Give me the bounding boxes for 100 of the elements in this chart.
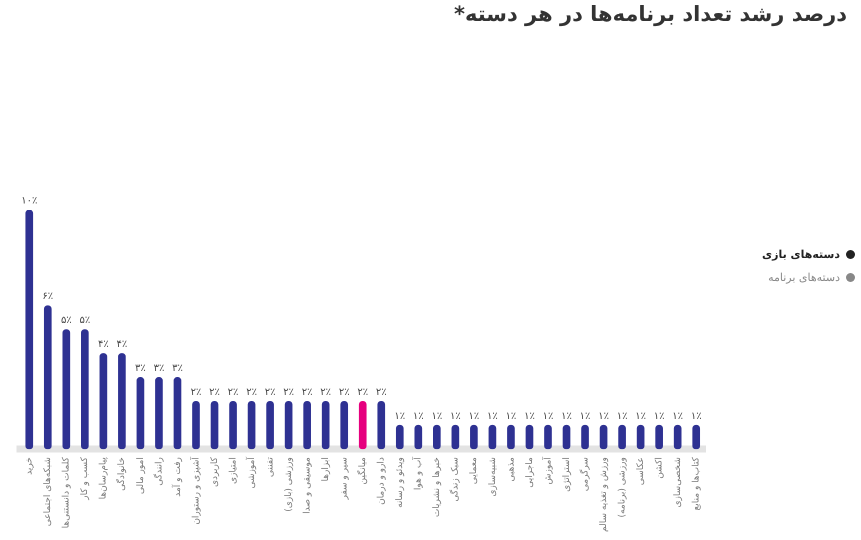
data-label: ۳٪ — [135, 362, 146, 374]
x-tick-label: آشپزی و رستوران — [189, 456, 202, 525]
bar — [674, 424, 682, 450]
x-tick-label: دارو و درمان — [376, 457, 387, 505]
text: دسته‌های برنامه — [768, 271, 840, 284]
data-label: ۴٪ — [116, 339, 128, 350]
x-tick-label: شبکه‌های اجتماعی — [43, 457, 54, 526]
x-tick-label: کسب و کار — [80, 456, 90, 501]
data-label: ۲٪ — [264, 386, 276, 398]
x-tick-label: شخصی‌سازی — [673, 457, 684, 508]
x-tick-label: موسیقی و صدا — [302, 456, 312, 514]
bar — [192, 400, 200, 450]
x-tick-label: میانگین — [356, 456, 368, 484]
data-label: ۱٪ — [561, 410, 572, 422]
data-label: ۵٪ — [60, 315, 72, 326]
data-label: ۱٪ — [690, 410, 702, 422]
data-label: ۲٪ — [246, 386, 257, 398]
bar — [470, 424, 478, 450]
data-label: ۲٪ — [338, 386, 350, 398]
data-label: ۲٪ — [320, 386, 332, 398]
x-tick-label: عکاسی — [636, 457, 646, 486]
bar — [322, 400, 330, 450]
x-tick-label: خرید — [24, 457, 35, 475]
bar — [303, 400, 311, 450]
data-label: ۱٪ — [598, 410, 609, 422]
bar — [544, 424, 552, 450]
bar — [284, 400, 292, 450]
data-label: ۵٪ — [79, 315, 90, 326]
bar — [81, 329, 89, 450]
bar — [248, 400, 256, 450]
bar — [636, 424, 644, 450]
bar — [655, 424, 663, 450]
x-tick-label: سیر و سفر — [340, 457, 350, 500]
bar — [396, 424, 404, 450]
bar — [100, 353, 108, 450]
data-label: ۱٪ — [654, 410, 665, 422]
x-tick-label: ابزارها — [321, 457, 332, 482]
data-label: ۱٪ — [616, 410, 628, 422]
data-label: ۱٪ — [524, 410, 535, 422]
chart-title: درصد رشد تعداد برنامه‌ها در هر دسته* — [454, 2, 847, 26]
bar — [229, 400, 237, 450]
x-tick-label: آموزش — [541, 456, 554, 484]
bar — [600, 424, 608, 450]
bar — [507, 424, 515, 450]
bar — [340, 400, 348, 450]
data-label: ۳٪ — [172, 362, 183, 374]
x-tick-label: ورزش و تغذیه سالم — [598, 457, 609, 532]
data-label: ۳٪ — [154, 362, 164, 374]
bar — [692, 424, 700, 450]
x-tick-label: رفت و آمد — [170, 457, 183, 497]
data-label: ۱٪ — [487, 410, 498, 422]
bar — [581, 424, 589, 450]
x-tick-label: معمایی — [469, 456, 480, 484]
data-label: ۱٪ — [672, 410, 684, 422]
bar — [44, 305, 52, 450]
data-label: ۱٪ — [468, 410, 480, 422]
x-tick-label: سبک زندگی — [448, 457, 461, 502]
x-tick-label: شبیه‌سازی — [488, 457, 498, 497]
x-tick-label: استراتژی — [562, 457, 572, 492]
bar — [488, 424, 496, 450]
bar — [562, 424, 570, 450]
x-tick-label: پیام‌رسان‌ها — [98, 456, 109, 500]
x-tick-label: کلمات و دانستنی‌ها — [62, 456, 72, 528]
x-tick-label: مذهبی — [506, 456, 516, 482]
x-tick-label: آب و هوا — [412, 456, 424, 490]
x-tick-label: کاربردی — [210, 456, 220, 488]
data-label: ۲٪ — [376, 386, 387, 398]
bar — [414, 424, 422, 450]
data-label: ۱٪ — [450, 410, 461, 422]
bar — [62, 329, 70, 450]
data-label: ۲٪ — [209, 386, 220, 398]
data-label: ۲٪ — [357, 386, 368, 398]
x-tick-label: اکشن — [654, 457, 664, 479]
bar — [377, 400, 386, 450]
data-label: ۲٪ — [190, 386, 202, 398]
data-label: ۲٪ — [228, 386, 238, 398]
x-tick-label: ورزشی (بازی) — [284, 457, 294, 512]
bar — [433, 424, 441, 450]
data-label: ۱٪ — [542, 410, 554, 422]
x-tick-label: امتیازی — [228, 457, 238, 484]
bar — [174, 377, 182, 450]
x-tick-label: سرگرمی — [578, 457, 590, 492]
bar — [452, 424, 460, 450]
data-label: ۲٪ — [302, 386, 313, 398]
data-label: ۱٪ — [580, 410, 590, 422]
x-tick-label: خبرها و نشریات — [432, 457, 442, 518]
text: دسته‌های بازی — [762, 248, 840, 261]
x-tick-label: ویدئو و رسانه — [395, 457, 406, 508]
data-label: ۴٪ — [98, 339, 109, 350]
bar — [136, 377, 144, 450]
x-tick-label: امور مالی — [136, 457, 146, 494]
data-label: ۱٪ — [635, 410, 646, 422]
x-tick-label: کتاب‌ها و منابع — [692, 456, 702, 510]
data-label: ۲٪ — [283, 386, 294, 398]
data-label: ۱٪ — [394, 410, 406, 422]
bar — [25, 210, 34, 450]
x-tick-label: ورزشی (برنامه) — [617, 457, 628, 518]
bar — [118, 353, 126, 450]
bar — [526, 424, 534, 450]
x-tick-label: ماجرایی — [524, 456, 535, 488]
